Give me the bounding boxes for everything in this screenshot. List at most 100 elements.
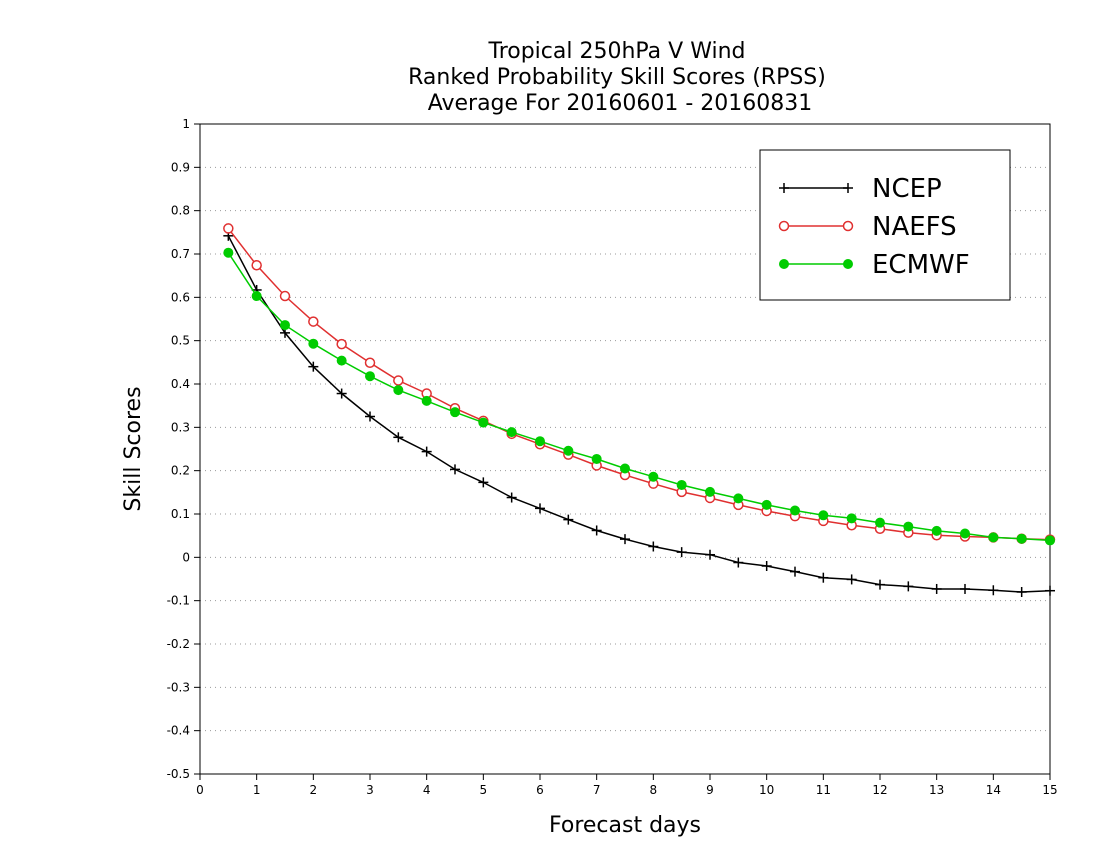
series-ncep-point [875, 579, 885, 590]
series-ecmwf-point [251, 291, 262, 302]
series-ecmwf-point [620, 463, 630, 474]
series-ncep-point [705, 549, 715, 560]
series-ecmwf-point [535, 436, 545, 447]
series-ecmwf-point [790, 505, 800, 516]
legend-label-ncep: NCEP [872, 174, 942, 204]
x-tick-label: 5 [480, 783, 488, 797]
series-ncep-point [506, 492, 517, 503]
legend: NCEP NAEFS ECMWF [759, 149, 1011, 301]
legend-marker [843, 183, 853, 193]
y-tick-label: 0.5 [171, 334, 190, 348]
series-ecmwf-point [393, 385, 404, 396]
series-ncep [223, 230, 1055, 597]
series-ecmwf-point [875, 517, 885, 528]
series-ncep-point [393, 432, 404, 443]
series-ecmwf-point [563, 445, 574, 456]
legend-marker [843, 259, 853, 269]
series-ecmwf-point [903, 521, 914, 532]
y-tick-label: 0.3 [171, 420, 190, 434]
legend-item-ecmwf: ECMWF [779, 250, 970, 280]
x-tick-label: 2 [310, 783, 318, 797]
series-ncep-point [790, 566, 800, 577]
legend-marker [778, 220, 790, 232]
series-ncep-point [846, 574, 857, 585]
series-ecmwf-point [506, 427, 517, 438]
series-ecmwf-point [676, 479, 687, 490]
series-ncep-point [591, 525, 602, 536]
x-tick-label: 12 [872, 783, 887, 797]
x-tick-label: 4 [423, 783, 431, 797]
series-ncep-point [478, 477, 489, 488]
x-tick-label: 6 [536, 783, 544, 797]
series-naefs-point [223, 223, 234, 234]
series-naefs-point [364, 357, 376, 369]
series-ncep-point [450, 464, 460, 475]
series-ncep-point [336, 388, 347, 399]
series-ecmwf-point [308, 338, 319, 349]
series-ncep-point [733, 557, 744, 568]
y-tick-label: 0.9 [171, 160, 190, 174]
y-tick-label: 0.2 [171, 464, 190, 478]
x-tick-label: 13 [929, 783, 944, 797]
y-tick-label: 0.7 [171, 247, 190, 261]
series-ecmwf-point [1045, 535, 1055, 546]
series-layer [223, 223, 1056, 597]
series-ecmwf-point [761, 499, 772, 510]
legend-box [759, 149, 1011, 301]
series-naefs-point [279, 290, 291, 302]
series-ncep-point [563, 514, 574, 525]
y-tick-label: 1 [182, 117, 190, 131]
chart-title-line-2: Ranked Probability Skill Scores (RPSS) [408, 65, 826, 90]
series-ecmwf-point [988, 532, 999, 543]
series-ecmwf-point [931, 525, 942, 536]
y-axis-title: Skill Scores [121, 386, 146, 511]
chart-title-line-1: Tropical 250hPa V Wind [487, 39, 745, 64]
series-ecmwf-point [1016, 533, 1027, 544]
series-ecmwf-point [733, 493, 744, 504]
series-ncep-point [1045, 585, 1055, 596]
series-ncep-point [676, 547, 687, 558]
series-ecmwf-point [818, 510, 829, 521]
series-ecmwf-point [365, 371, 375, 382]
legend-label-ecmwf: ECMWF [872, 250, 970, 280]
series-ecmwf-point [336, 355, 347, 366]
series-naefs-point [251, 260, 262, 271]
x-tick-label: 8 [650, 783, 658, 797]
legend-item-ncep: NCEP [779, 174, 942, 204]
legend-label-naefs: NAEFS [872, 212, 957, 242]
series-ecmwf-point [591, 453, 602, 464]
series-ncep-point [648, 541, 659, 552]
series-ecmwf-point [846, 513, 857, 524]
series-ecmwf-point [648, 471, 659, 482]
series-naefs-point [308, 316, 319, 327]
series-naefs-point [336, 338, 347, 350]
x-tick-label: 15 [1042, 783, 1057, 797]
x-tick-label: 0 [196, 783, 204, 797]
chart-title-line-3: Average For 20160601 - 20160831 [428, 91, 813, 116]
series-ecmwf-point [450, 407, 460, 418]
series-ncep-point [535, 503, 545, 514]
series-ncep-point [421, 446, 432, 457]
series-ncep-point [931, 583, 942, 594]
x-axis-title: Forecast days [549, 813, 701, 838]
legend-marker [842, 220, 854, 232]
x-tick-label: 14 [986, 783, 1001, 797]
y-tick-label: -0.1 [167, 594, 190, 608]
plot-frame [199, 123, 1051, 775]
y-tick-label: 0 [182, 550, 190, 564]
x-tick-label: 1 [253, 783, 261, 797]
legend-marker [779, 183, 789, 193]
series-ecmwf-point [280, 320, 290, 331]
x-tick-label: 3 [366, 783, 374, 797]
series-ncep-point [308, 361, 319, 372]
series-ncep-point [818, 572, 829, 583]
series-ncep-point [960, 583, 970, 594]
y-tick-label: 0.8 [171, 204, 190, 218]
series-ecmwf-point [223, 247, 234, 258]
legend-marker [779, 259, 789, 269]
y-tick-label: 0.1 [171, 507, 190, 521]
series-ecmwf-point [960, 528, 970, 539]
series-ecmwf-point [421, 395, 432, 406]
y-tick-label: -0.3 [167, 680, 190, 694]
